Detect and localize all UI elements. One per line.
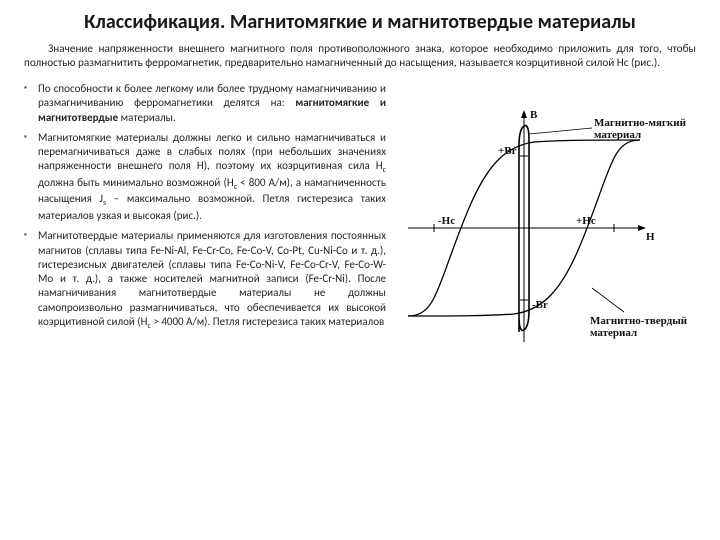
axis-label-x: H [646, 231, 655, 243]
list-item: По способности к более легкому или более… [24, 82, 386, 125]
list-item: Магнитомягкие материалы должны легко и с… [24, 131, 386, 223]
legend-soft-1: Магнитно-мягкий [594, 117, 687, 129]
legend-soft-2: материал [594, 129, 641, 141]
page-title: Классификация. Магнитомягкие и магнитотв… [24, 10, 696, 34]
bullet-column: По способности к более легкому или более… [24, 76, 394, 363]
svg-text:-Hc: -Hc [438, 215, 455, 227]
svg-text:+Hc: +Hc [576, 215, 596, 227]
list-item: Магнитотвердые материалы применяются для… [24, 229, 386, 331]
legend-hard-2: материал [590, 327, 637, 339]
intro-paragraph: Значение напряженности внешнего магнитно… [24, 42, 696, 70]
svg-text:-Br: -Br [532, 299, 548, 311]
hysteresis-chart: B H +Br [394, 76, 694, 363]
legend-hard-1: Магнитно-твердый [590, 315, 688, 327]
svg-text:+Br: +Br [498, 145, 517, 157]
axis-label-y: B [530, 109, 538, 121]
